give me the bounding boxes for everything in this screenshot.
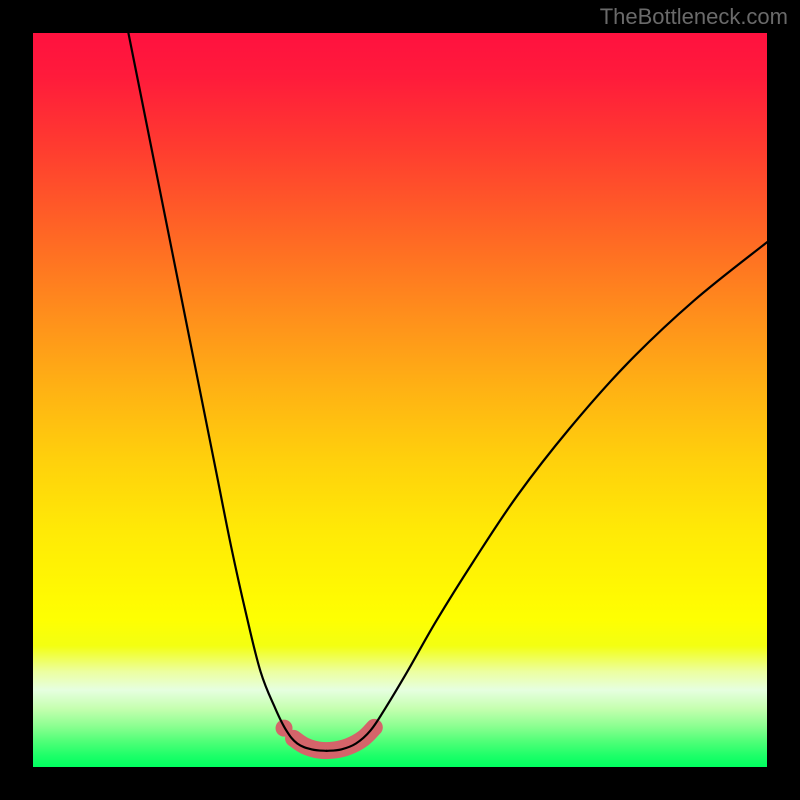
plot-area xyxy=(33,33,767,767)
curve-left-branch xyxy=(128,33,326,751)
curve-right-branch xyxy=(327,242,767,751)
bottleneck-curve xyxy=(33,33,767,767)
watermark-text: TheBottleneck.com xyxy=(600,4,788,30)
